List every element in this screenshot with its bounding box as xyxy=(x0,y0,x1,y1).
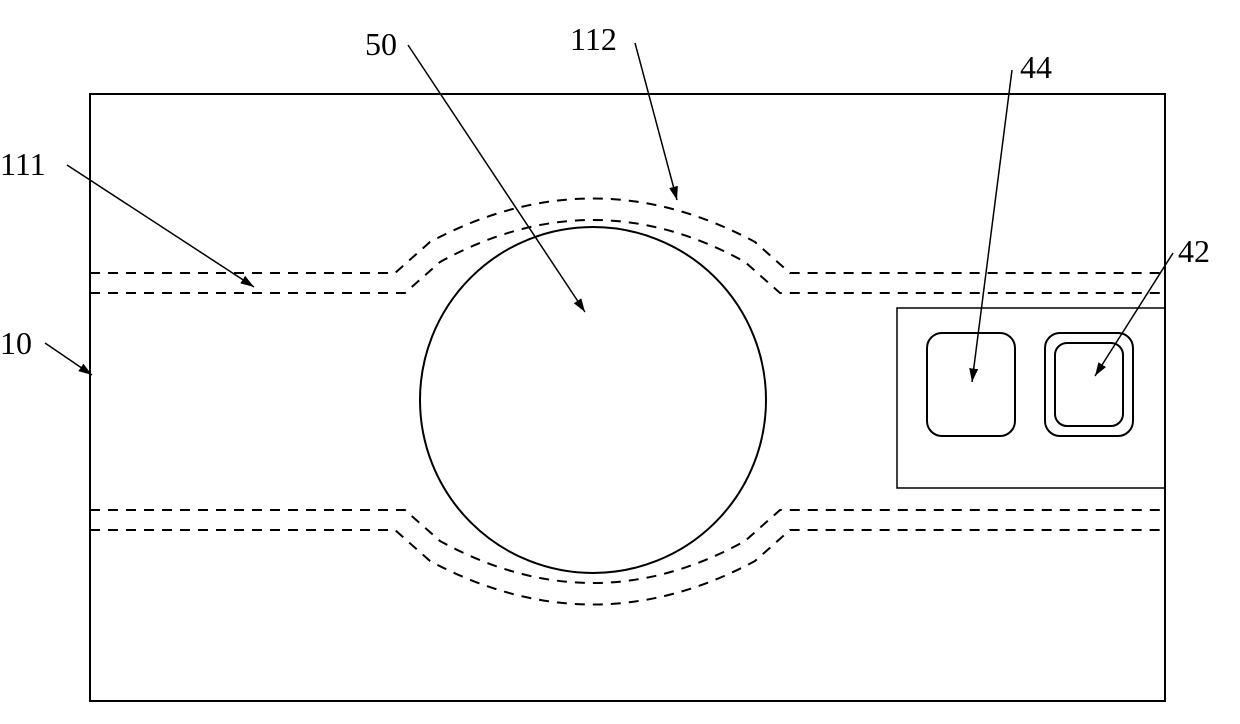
label-10-text: 10 xyxy=(0,325,32,361)
button-42-inner xyxy=(1055,343,1123,426)
label-44-text: 44 xyxy=(1020,49,1052,85)
dashed-channel-outer-bottom xyxy=(90,530,1165,605)
diagram-svg: 111 10 50 112 44 42 xyxy=(0,0,1240,724)
label-50-text: 50 xyxy=(365,26,397,62)
central-circle xyxy=(420,227,766,573)
label-50-leader xyxy=(408,45,585,312)
label-42-text: 42 xyxy=(1178,233,1210,269)
dashed-channel-inner-bottom xyxy=(90,510,1165,583)
button-44 xyxy=(927,333,1015,436)
outer-frame xyxy=(90,94,1165,701)
technical-diagram: 111 10 50 112 44 42 xyxy=(0,0,1240,724)
dashed-channel-outer-top xyxy=(90,199,1165,274)
label-111-leader xyxy=(67,165,254,287)
button-42-outer xyxy=(1045,333,1133,436)
label-112-leader xyxy=(635,43,677,200)
label-112-text: 112 xyxy=(570,21,617,57)
label-10-leader xyxy=(45,343,92,375)
label-111-text: 111 xyxy=(0,146,46,182)
